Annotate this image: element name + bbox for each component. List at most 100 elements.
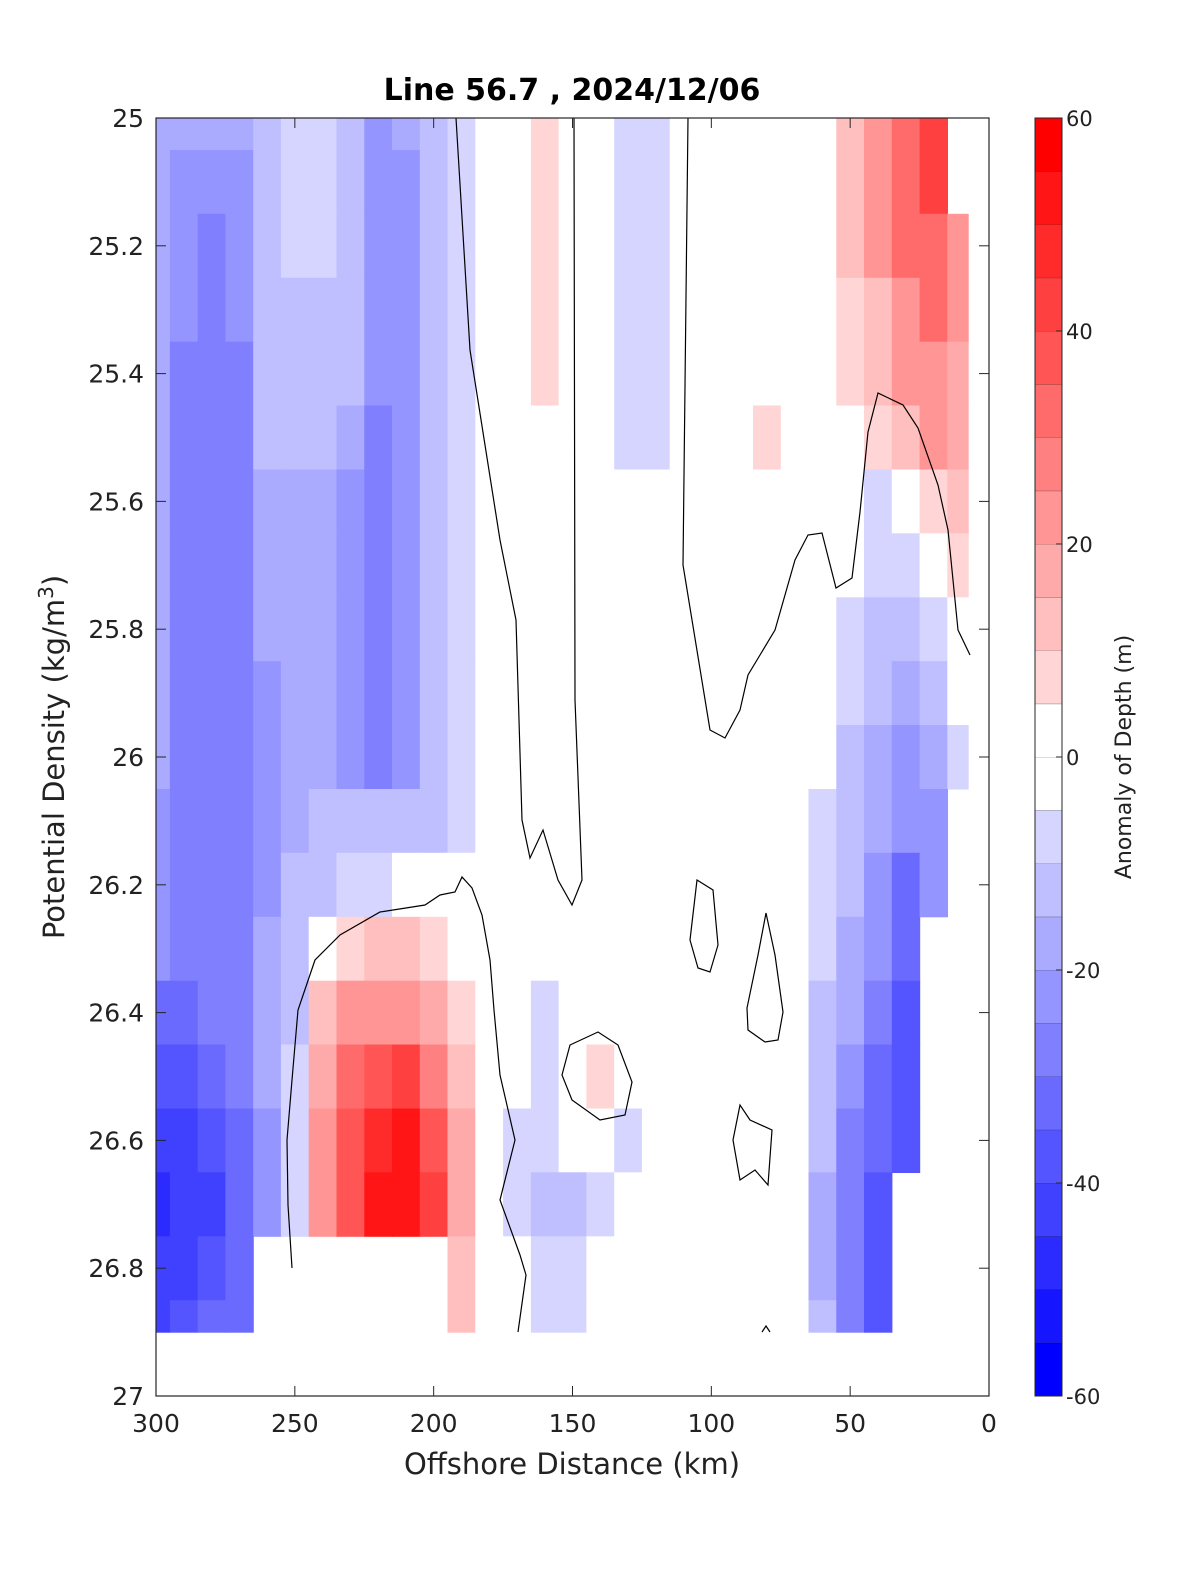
contour-cell (919, 661, 948, 726)
contour-cell (919, 277, 948, 343)
contour-cell (336, 213, 365, 279)
contour-cell (753, 1236, 782, 1301)
axis-ticks: 300 250 200 150 100 50 0 25 25.2 25.4 25.6 25.8 26 26… (88, 104, 997, 1438)
contour-cell (586, 277, 615, 343)
contour-cell (919, 405, 948, 470)
contour-cell (253, 341, 282, 407)
contour-cell (197, 1108, 227, 1173)
colorbar-tick-label: 60 (1066, 107, 1093, 131)
chart-title: Line 56.7 , 2024/12/06 (384, 73, 761, 108)
contour-cell (919, 150, 948, 215)
contour-cell (156, 118, 171, 151)
contour-cell (336, 533, 365, 598)
contour-cell (614, 980, 643, 1046)
contour-cell (586, 789, 615, 854)
y-axis-label: Potential Density (kg/m3) (34, 575, 71, 939)
y-tick-label: 25.6 (88, 487, 144, 516)
contour-cell (586, 725, 615, 790)
contour-cell (156, 533, 171, 598)
contour-cell (947, 277, 969, 343)
contour-cell (558, 341, 587, 407)
contour-cell (419, 725, 449, 790)
contour-cell (253, 725, 282, 790)
contour-cell (836, 469, 865, 534)
contour-cell (392, 341, 421, 407)
contour-cell (669, 533, 699, 598)
contour-cell (641, 1108, 671, 1173)
y-tick-label: 26.8 (88, 1254, 144, 1283)
contour-cell (336, 725, 365, 790)
contour-cell (447, 213, 476, 279)
contour-cell (280, 1172, 310, 1237)
contour-cell (156, 1172, 171, 1237)
contour-cell (586, 1108, 615, 1173)
contour-cell (253, 980, 282, 1046)
contour-cell (156, 916, 171, 982)
contour-cell (169, 118, 199, 151)
contour-cell (614, 341, 643, 407)
contour-cell (947, 661, 969, 726)
contour-cell (308, 277, 338, 343)
colorbar-label: Anomaly of Depth (m) (1112, 635, 1137, 879)
x-tick-label: 200 (410, 1409, 458, 1438)
x-tick-label: 250 (271, 1409, 319, 1438)
contour-cell (641, 1172, 671, 1237)
contour-cell (780, 118, 810, 151)
contour-cell (169, 469, 199, 534)
contour-cell (169, 405, 199, 470)
x-tick-label: 0 (981, 1409, 997, 1438)
contour-cell (169, 789, 199, 854)
contour-cell (392, 277, 421, 343)
contour-cell (392, 597, 421, 662)
contour-cell (669, 150, 699, 215)
colorbar-band (1035, 544, 1062, 598)
contour-cell (558, 597, 587, 662)
contour-cell (780, 405, 810, 470)
contour-cell (308, 661, 338, 726)
contour-cell (864, 980, 893, 1046)
contour-cell (947, 341, 969, 407)
contour-cell (530, 916, 560, 982)
contour-cell (669, 789, 699, 854)
contour-cell (753, 1108, 782, 1173)
contour-cell (392, 469, 421, 534)
contour-cell (197, 277, 227, 343)
contour-cell (253, 1172, 282, 1237)
contour-cell (725, 725, 754, 790)
contour-cell (808, 789, 837, 854)
contour-cell (697, 533, 726, 598)
contour-cell (836, 725, 865, 790)
contour-cell (891, 405, 921, 470)
contour-cell (447, 852, 476, 918)
contour-cell (253, 789, 282, 854)
contour-cell (558, 1172, 587, 1237)
contour-cell (475, 1044, 504, 1109)
contour-cell (169, 150, 199, 215)
contour-cell (336, 1172, 365, 1237)
contour-cell (697, 277, 726, 343)
contour-cell (780, 1172, 810, 1237)
contour-cell (336, 1108, 365, 1173)
contour-cell (864, 533, 893, 598)
contour-cell (197, 405, 227, 470)
contour-cell (614, 597, 643, 662)
contour-cell (558, 1300, 587, 1333)
contour-cell (864, 725, 893, 790)
contour-cell (225, 1108, 254, 1173)
contour-cell (530, 852, 560, 918)
contour-cell (225, 533, 254, 598)
contour-cell (364, 1172, 393, 1237)
contour-cell (503, 213, 532, 279)
contour-cell (475, 916, 504, 982)
x-tick-label: 100 (687, 1409, 735, 1438)
contour-cell (197, 118, 227, 151)
contour-cell (280, 725, 310, 790)
contour-cell (197, 661, 227, 726)
contour-cell (475, 213, 504, 279)
contour-cell (530, 1108, 560, 1173)
contour-cell (697, 1300, 726, 1333)
contour-cell (280, 405, 310, 470)
x-tick-label: 300 (132, 1409, 180, 1438)
contour-cell (836, 1172, 865, 1237)
contour-cell (475, 852, 504, 918)
